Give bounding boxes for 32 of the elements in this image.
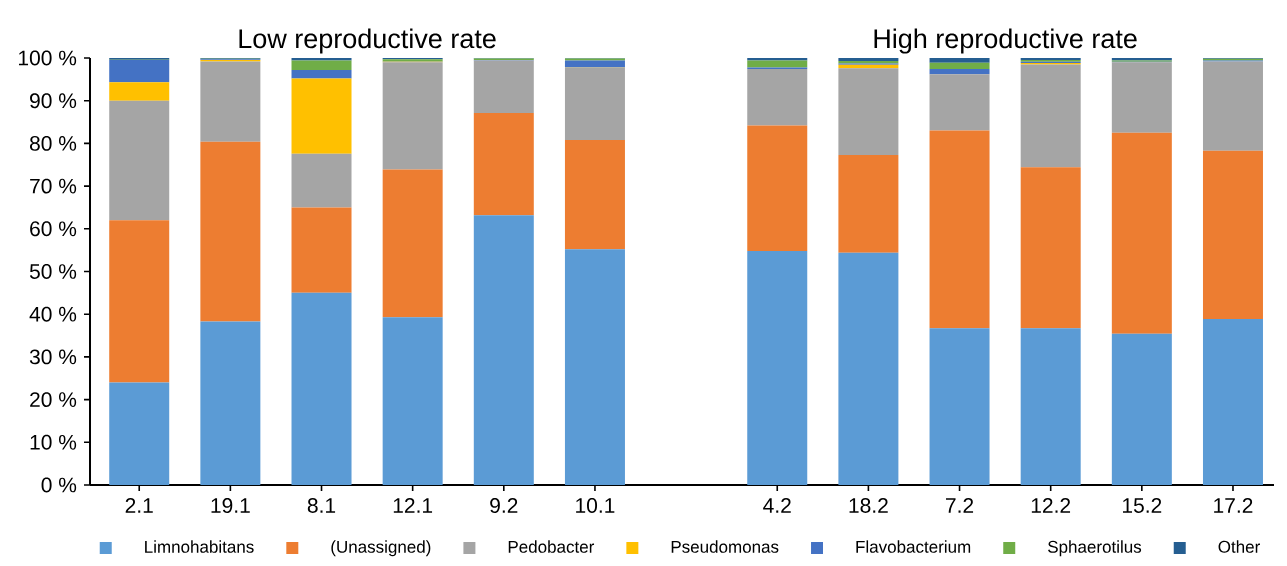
legend-label: Pseudomonas bbox=[671, 540, 779, 553]
legend-label: Pedobacter bbox=[508, 540, 595, 553]
y-tick-label: 0 % bbox=[41, 477, 77, 493]
y-tick-label: 10 % bbox=[30, 434, 77, 450]
x-tick-label: 19.1 bbox=[211, 498, 250, 513]
y-tick-label: 100 % bbox=[18, 50, 77, 66]
legend-label: Other bbox=[1218, 540, 1260, 553]
x-tick-label: 18.2 bbox=[849, 498, 888, 513]
y-tick-label: 70 % bbox=[30, 178, 77, 194]
legend-label: Limnohabitans bbox=[145, 540, 254, 553]
y-tick-label: 40 % bbox=[29, 306, 77, 322]
x-tick-label: 10.1 bbox=[576, 498, 615, 513]
y-tick-label: 30 % bbox=[29, 349, 77, 365]
legend-label: (Unassigned) bbox=[331, 540, 431, 557]
text: High reproductive rate bbox=[874, 28, 1137, 54]
x-tick-label: 7.2 bbox=[946, 498, 974, 513]
y-tick-label: 50 % bbox=[29, 264, 77, 279]
x-tick-label: 12.1 bbox=[393, 498, 433, 513]
x-tick-label: 4.2 bbox=[763, 498, 791, 513]
y-tick-label: 80 % bbox=[29, 135, 77, 151]
y-tick-label: 60 % bbox=[30, 221, 77, 237]
x-tick-label: 17.2 bbox=[1214, 498, 1253, 513]
x-tick-label: 2.1 bbox=[125, 498, 153, 513]
x-tick-label: 8.1 bbox=[307, 498, 336, 513]
x-tick-label: 15.2 bbox=[1123, 498, 1162, 513]
x-tick-label: 12.2 bbox=[1031, 498, 1071, 513]
y-tick-label: 20 % bbox=[30, 392, 77, 408]
x-tick-label: 9.2 bbox=[490, 498, 518, 513]
legend-label: Flavobacterium bbox=[856, 540, 971, 553]
y-tick-label: 90 % bbox=[30, 93, 77, 109]
text: Low reproductive rate bbox=[239, 28, 496, 54]
legend-label: Sphaerotilus bbox=[1048, 540, 1142, 557]
